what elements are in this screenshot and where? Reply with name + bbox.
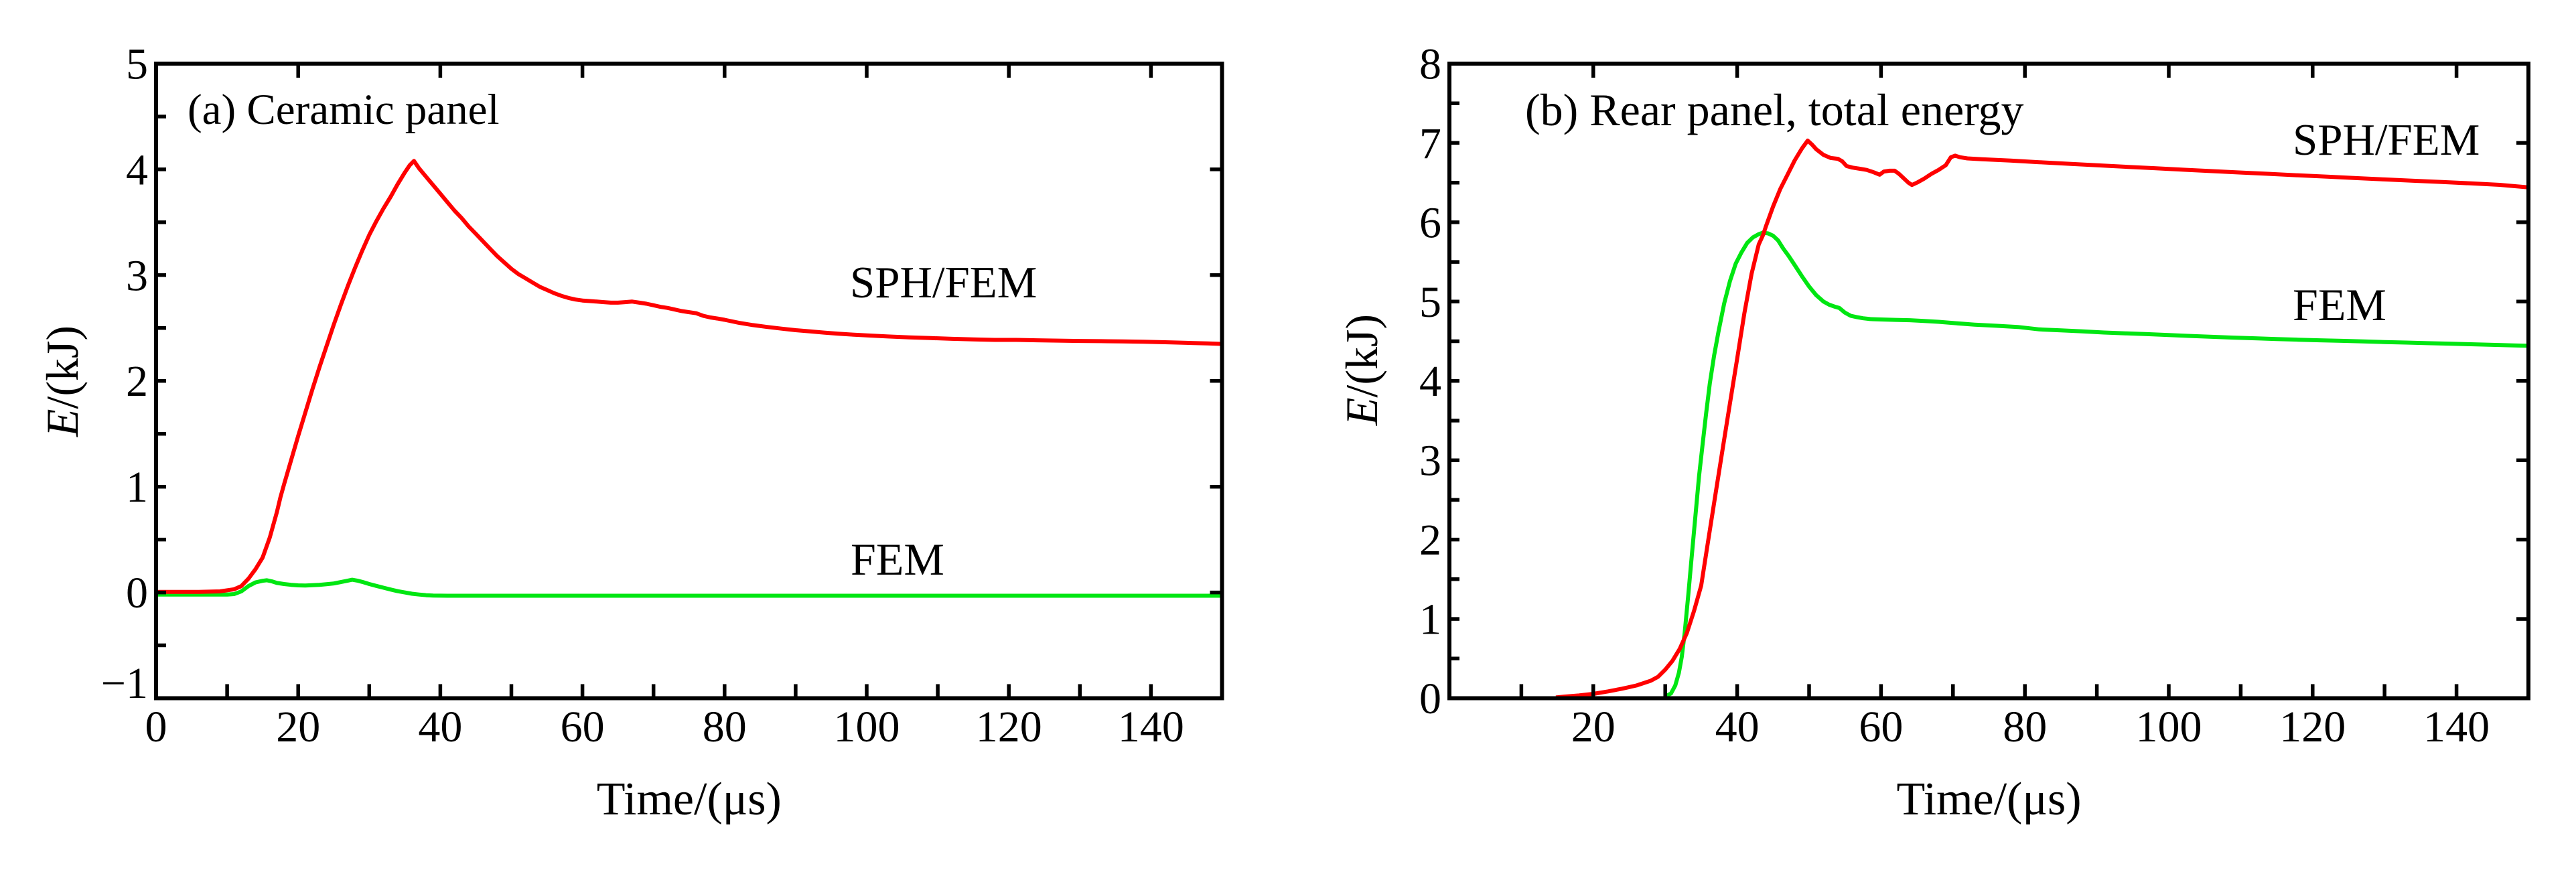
svg-text:7: 7 (1419, 119, 1441, 168)
svg-text:3: 3 (126, 251, 148, 300)
svg-text:1: 1 (1419, 595, 1441, 644)
svg-text:140: 140 (2423, 703, 2490, 751)
svg-text:(a) Ceramic panel: (a) Ceramic panel (188, 86, 500, 134)
svg-text:0: 0 (145, 703, 167, 751)
svg-text:(b) Rear panel, total energy: (b) Rear panel, total energy (1525, 84, 2024, 135)
svg-text:100: 100 (2136, 703, 2202, 751)
svg-text:5: 5 (126, 40, 148, 89)
svg-text:2: 2 (1419, 516, 1441, 565)
svg-text:5: 5 (1419, 278, 1441, 327)
svg-text:60: 60 (561, 703, 605, 751)
svg-text:120: 120 (976, 703, 1042, 751)
svg-text:40: 40 (1715, 703, 1760, 751)
svg-text:8: 8 (1419, 40, 1441, 89)
svg-text:6: 6 (1419, 198, 1441, 247)
svg-text:140: 140 (1118, 703, 1184, 751)
svg-text:0: 0 (1419, 674, 1441, 723)
svg-text:0: 0 (126, 569, 148, 618)
svg-text:2: 2 (126, 357, 148, 406)
svg-text:4: 4 (1419, 357, 1441, 406)
svg-text:20: 20 (276, 703, 320, 751)
svg-text:80: 80 (703, 703, 747, 751)
svg-text:SPH/FEM: SPH/FEM (850, 258, 1037, 307)
svg-text:Time/(μs): Time/(μs) (597, 774, 782, 825)
svg-text:Time/(μs): Time/(μs) (1896, 774, 2081, 825)
svg-text:−1: −1 (101, 659, 148, 708)
svg-text:E/(kJ): E/(kJ) (37, 325, 88, 437)
svg-text:3: 3 (1419, 437, 1441, 486)
svg-text:60: 60 (1859, 703, 1903, 751)
svg-text:120: 120 (2279, 703, 2346, 751)
svg-text:4: 4 (126, 145, 148, 194)
svg-text:1: 1 (126, 463, 148, 512)
svg-text:20: 20 (1571, 703, 1616, 751)
svg-text:80: 80 (2003, 703, 2047, 751)
svg-text:100: 100 (834, 703, 900, 751)
svg-text:FEM: FEM (2293, 279, 2386, 330)
svg-text:SPH/FEM: SPH/FEM (2293, 115, 2480, 165)
svg-text:40: 40 (418, 703, 462, 751)
svg-text:FEM: FEM (851, 534, 944, 585)
svg-text:E/(kJ): E/(kJ) (1336, 314, 1387, 426)
